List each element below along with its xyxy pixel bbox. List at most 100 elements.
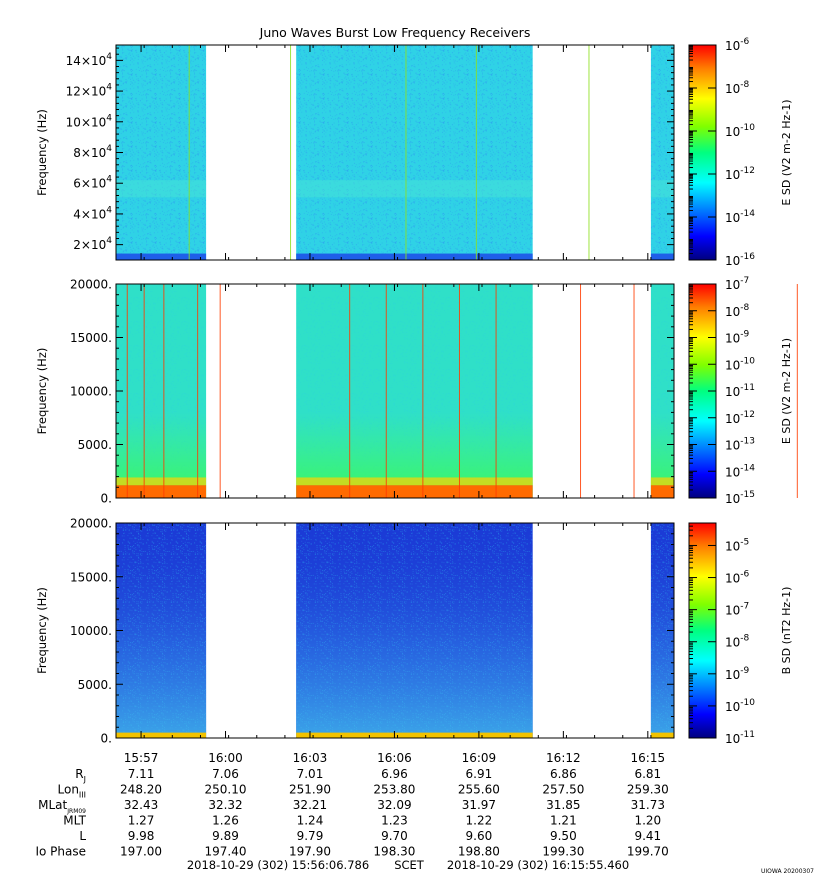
ephemeris-value: 259.30 xyxy=(627,783,669,797)
ephemeris-value: 1.23 xyxy=(381,814,408,828)
ephemeris-value: 251.90 xyxy=(289,783,331,797)
y-axis-label: Frequency (Hz) xyxy=(35,348,49,435)
colorbar-tick-label: 10-15 xyxy=(725,490,755,506)
low-frequency-band xyxy=(116,253,207,260)
low-frequency-band xyxy=(650,253,674,260)
ephemeris-value: 31.97 xyxy=(462,798,496,812)
colorbar-tick-label: 10-8 xyxy=(725,80,750,96)
colorbar: 10-11 10-10 10-9 10-8 10-7 10-6 10-5 xyxy=(688,522,755,746)
ephemeris-row-label: MLatJRM09 xyxy=(38,798,86,815)
time-tick-label: 16:06 xyxy=(377,751,412,765)
colorbar-label: E SD (V2 m-2 Hz-1) xyxy=(780,99,793,205)
ephemeris-value: 197.00 xyxy=(120,845,162,859)
ephemeris-row-label: Io Phase xyxy=(35,845,86,859)
y-axis-label: Frequency (Hz) xyxy=(35,109,49,196)
ephemeris-value: 248.20 xyxy=(120,783,162,797)
time-tick-label: 16:12 xyxy=(546,751,581,765)
colorbar-tick-label: 10-10 xyxy=(725,123,755,139)
colorbar-tick-label: 10-12 xyxy=(725,166,755,182)
ephemeris-value: 6.91 xyxy=(466,767,493,781)
ephemeris-value: 199.30 xyxy=(542,845,584,859)
low-frequency-band xyxy=(116,485,207,498)
colorbar-tick-label: 10-6 xyxy=(725,570,750,586)
ephemeris-value: 7.06 xyxy=(212,767,239,781)
time-tick-label: 15:57 xyxy=(124,751,159,765)
colorbar-tick-label: 10-7 xyxy=(725,276,749,292)
data-segment xyxy=(116,523,207,738)
low-frequency-band xyxy=(116,732,207,738)
colorbar-tick-label: 10-5 xyxy=(725,537,749,553)
y-tick-label: 15000. xyxy=(70,331,112,345)
ephemeris-value: 197.40 xyxy=(205,845,247,859)
footer-credit: UIOWA 20200307 xyxy=(761,868,814,875)
colorbar-tick-label: 10-8 xyxy=(725,303,750,319)
colorbar-tick-label: 10-10 xyxy=(725,698,755,714)
y-tick-label: 0. xyxy=(101,732,112,746)
time-axis: 15:57 16:00 16:03 16:06 16:09 16:12 16:15 xyxy=(124,751,665,765)
panel-1: 2×104 4×104 6×104 8×104 10×104 12×104 14×104 Fr… xyxy=(35,37,793,268)
time-tick-label: 16:03 xyxy=(293,751,328,765)
colorbar-label: E SD (V2 m-2 Hz-1) xyxy=(780,338,793,444)
spectrogram-panels: 2×104 4×104 6×104 8×104 10×104 12×104 14×104 Fr… xyxy=(35,37,798,746)
ephemeris-value: 6.81 xyxy=(634,767,661,781)
data-segment xyxy=(116,45,207,260)
footer-scet-label: SCET xyxy=(394,858,425,872)
ephemeris-value: 31.85 xyxy=(546,798,580,812)
ephemeris-value: 1.22 xyxy=(466,814,493,828)
ephemeris-value: 197.90 xyxy=(289,845,331,859)
data-segment xyxy=(296,284,533,498)
colorbar-tick-label: 10-7 xyxy=(725,602,749,618)
y-tick-label: 12×104 xyxy=(66,83,113,99)
y-tick-label: 20000. xyxy=(70,278,112,292)
ephemeris-value: 257.50 xyxy=(542,783,584,797)
y-tick-label: 5000. xyxy=(78,678,112,692)
panel-2: 0. 5000. 10000. 15000. 20000. Frequency (Hz) 1… xyxy=(35,276,798,506)
ephemeris-value: 7.11 xyxy=(128,767,155,781)
ephemeris-value: 1.24 xyxy=(297,814,324,828)
low-frequency-band xyxy=(296,732,533,738)
y-tick-label: 4×104 xyxy=(73,205,112,221)
y-tick-label: 14×104 xyxy=(66,52,113,68)
y-tick-label: 8×104 xyxy=(73,144,112,160)
colorbar-tick-label: 10-13 xyxy=(725,437,755,453)
ephemeris-value: 31.73 xyxy=(631,798,665,812)
y-tick-label: 10000. xyxy=(70,385,112,399)
y-tick-label: 10×104 xyxy=(66,113,113,129)
ephemeris-value: 9.79 xyxy=(297,829,324,843)
data-segment xyxy=(650,45,674,260)
colorbar-tick-label: 10-11 xyxy=(725,730,755,746)
low-frequency-band xyxy=(296,485,533,498)
ephemeris-value: 32.21 xyxy=(293,798,327,812)
y-tick-label: 10000. xyxy=(70,624,112,638)
footer-start-time: 2018-10-29 (302) 15:56:06.786 xyxy=(187,858,369,872)
colorbar-tick-label: 10-11 xyxy=(725,383,755,399)
ephemeris-value: 250.10 xyxy=(205,783,247,797)
ephemeris-value: 6.86 xyxy=(550,767,577,781)
ephemeris-value: 32.43 xyxy=(124,798,158,812)
ephemeris-value: 9.98 xyxy=(128,829,155,843)
ephemeris-value: 9.41 xyxy=(634,829,661,843)
y-tick-label: 20000. xyxy=(70,517,112,531)
time-tick-label: 16:00 xyxy=(208,751,243,765)
ephemeris-value: 7.01 xyxy=(297,767,324,781)
colorbar-tick-label: 10-12 xyxy=(725,410,755,426)
ephemeris-value: 1.21 xyxy=(550,814,577,828)
colorbar-tick-label: 10-16 xyxy=(725,252,755,268)
ephemeris-value: 255.60 xyxy=(458,783,500,797)
y-tick-label: 15000. xyxy=(70,570,112,584)
ephemeris-row-label: MLT xyxy=(63,814,86,828)
colorbar-label: B SD (nT2 Hz-1) xyxy=(780,587,793,675)
ephemeris-value: 1.26 xyxy=(212,814,239,828)
colorbar-tick-label: 10-14 xyxy=(725,463,755,479)
time-tick-label: 16:09 xyxy=(462,751,497,765)
ephemeris-value: 1.27 xyxy=(128,814,155,828)
data-segment xyxy=(296,45,533,260)
y-tick-label: 5000. xyxy=(78,438,112,452)
ephemeris-value: 253.80 xyxy=(373,783,415,797)
ephemeris-table: RJ 7.11 7.06 7.01 6.96 6.91 6.86 6.81 LonIII 248.… xyxy=(35,767,668,859)
y-tick-label: 0. xyxy=(101,492,112,506)
y-axis-label: Frequency (Hz) xyxy=(35,587,49,674)
ephemeris-row-label: L xyxy=(79,829,86,843)
y-tick-label: 6×104 xyxy=(73,175,112,191)
